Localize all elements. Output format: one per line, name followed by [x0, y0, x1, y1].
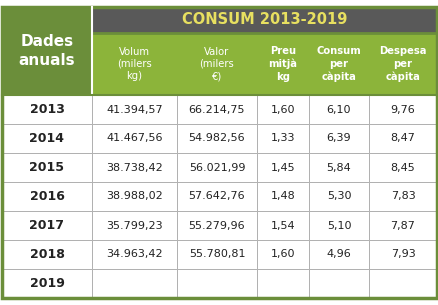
Bar: [92, 95, 177, 124]
Bar: [256, 124, 308, 153]
Bar: [256, 153, 308, 182]
Bar: [2, 182, 92, 211]
Text: 57.642,76: 57.642,76: [188, 192, 245, 202]
Bar: [177, 33, 256, 95]
Bar: [368, 240, 436, 269]
Text: 54.982,56: 54.982,56: [188, 134, 245, 143]
Bar: [92, 7, 436, 33]
Text: 9,76: 9,76: [390, 105, 414, 114]
Text: 5,10: 5,10: [326, 221, 350, 231]
Text: 2019: 2019: [29, 277, 64, 290]
Bar: [92, 124, 177, 153]
Bar: [368, 211, 436, 240]
Text: Dades
anuals: Dades anuals: [19, 34, 75, 68]
Text: 2017: 2017: [29, 219, 64, 232]
Text: Consum
per
càpita: Consum per càpita: [316, 46, 360, 82]
Text: 41.467,56: 41.467,56: [106, 134, 162, 143]
Bar: [308, 33, 368, 95]
Text: 1,54: 1,54: [270, 221, 295, 231]
Bar: [92, 153, 177, 182]
Bar: [92, 182, 177, 211]
Bar: [2, 95, 92, 124]
Text: 35.799,23: 35.799,23: [106, 221, 162, 231]
Text: 55.279,96: 55.279,96: [188, 221, 245, 231]
Text: 38.988,02: 38.988,02: [106, 192, 162, 202]
Text: CONSUM 2013-2019: CONSUM 2013-2019: [181, 13, 346, 27]
Bar: [308, 211, 368, 240]
Bar: [256, 269, 308, 298]
Bar: [308, 240, 368, 269]
Text: 1,33: 1,33: [270, 134, 295, 143]
Bar: [368, 269, 436, 298]
Text: 8,47: 8,47: [390, 134, 414, 143]
Text: 38.738,42: 38.738,42: [106, 163, 162, 173]
Bar: [177, 182, 256, 211]
Bar: [368, 33, 436, 95]
Text: 2016: 2016: [29, 190, 64, 203]
Text: 56.021,99: 56.021,99: [188, 163, 245, 173]
Text: 2014: 2014: [29, 132, 64, 145]
Text: 55.780,81: 55.780,81: [188, 249, 245, 260]
Text: 1,48: 1,48: [270, 192, 295, 202]
Text: 7,83: 7,83: [390, 192, 414, 202]
Bar: [2, 124, 92, 153]
Bar: [2, 240, 92, 269]
Bar: [2, 269, 92, 298]
Bar: [256, 95, 308, 124]
Text: 6,10: 6,10: [326, 105, 350, 114]
Bar: [256, 33, 308, 95]
Bar: [308, 182, 368, 211]
Bar: [177, 95, 256, 124]
Text: Despesa
per
càpita: Despesa per càpita: [378, 46, 426, 82]
Bar: [177, 124, 256, 153]
Bar: [92, 33, 177, 95]
Bar: [177, 153, 256, 182]
Bar: [177, 240, 256, 269]
Bar: [368, 153, 436, 182]
Text: 2015: 2015: [29, 161, 64, 174]
Bar: [92, 269, 177, 298]
Bar: [177, 211, 256, 240]
Bar: [308, 95, 368, 124]
Text: Preu
mitjà
kg: Preu mitjà kg: [268, 46, 297, 82]
Text: Valor
(milers
€): Valor (milers €): [199, 47, 234, 81]
Text: 5,30: 5,30: [326, 192, 350, 202]
Bar: [368, 182, 436, 211]
Bar: [2, 7, 92, 95]
Bar: [256, 240, 308, 269]
Bar: [308, 153, 368, 182]
Bar: [308, 124, 368, 153]
Bar: [2, 153, 92, 182]
Bar: [92, 211, 177, 240]
Text: 1,60: 1,60: [270, 105, 295, 114]
Bar: [308, 269, 368, 298]
Bar: [256, 211, 308, 240]
Text: 4,96: 4,96: [326, 249, 350, 260]
Text: 41.394,57: 41.394,57: [106, 105, 162, 114]
Text: Volum
(milers
kg): Volum (milers kg): [117, 47, 152, 81]
Bar: [368, 124, 436, 153]
Text: 5,84: 5,84: [326, 163, 350, 173]
Text: 2018: 2018: [29, 248, 64, 261]
Bar: [92, 240, 177, 269]
Text: 7,87: 7,87: [390, 221, 414, 231]
Text: 8,45: 8,45: [390, 163, 414, 173]
Text: 1,45: 1,45: [270, 163, 295, 173]
Text: 34.963,42: 34.963,42: [106, 249, 162, 260]
Bar: [2, 211, 92, 240]
Text: 66.214,75: 66.214,75: [188, 105, 245, 114]
Bar: [256, 182, 308, 211]
Text: 6,39: 6,39: [326, 134, 350, 143]
Bar: [177, 269, 256, 298]
Bar: [368, 95, 436, 124]
Text: 2013: 2013: [29, 103, 64, 116]
Text: 7,93: 7,93: [390, 249, 414, 260]
Text: 1,60: 1,60: [270, 249, 295, 260]
